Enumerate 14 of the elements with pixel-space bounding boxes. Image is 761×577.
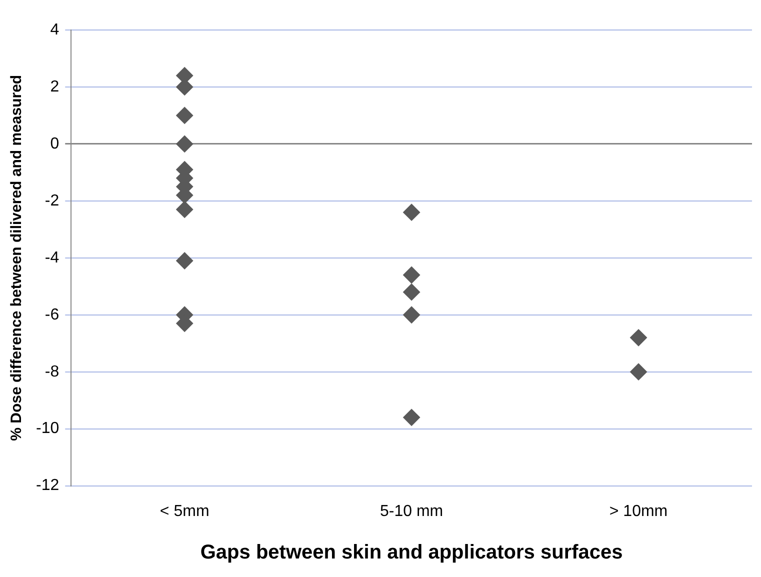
y-tick-label: -12 xyxy=(36,477,60,494)
x-tick-label: < 5mm xyxy=(160,502,210,520)
x-axis-title: Gaps between skin and applicators surfaces xyxy=(200,542,623,564)
y-tick-label: -2 xyxy=(44,192,60,210)
x-tick-label: 5-10 mm xyxy=(380,502,444,520)
y-tick-label: -10 xyxy=(36,420,60,438)
y-tick-label: 4 xyxy=(50,21,60,38)
y-tick-label: 0 xyxy=(50,135,60,152)
y-tick-label: 2 xyxy=(50,78,60,96)
y-tick-label: -6 xyxy=(44,306,60,324)
y-tick-label: -8 xyxy=(44,363,60,380)
y-axis-title: % Dose difference between dilivered and measured xyxy=(8,74,26,441)
x-tick-label: > 10mm xyxy=(609,502,668,520)
y-tick-label: -4 xyxy=(44,249,60,266)
